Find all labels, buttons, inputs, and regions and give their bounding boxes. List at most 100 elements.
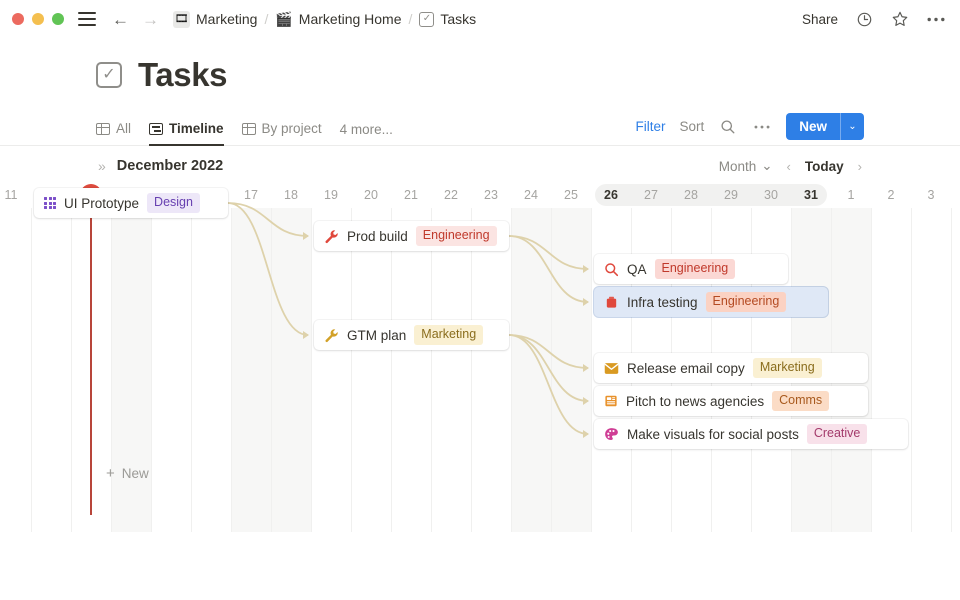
more-options-icon[interactable] (926, 9, 946, 29)
task-tag[interactable]: Engineering (654, 259, 736, 279)
task-card-title: GTM plan (347, 327, 407, 343)
new-button[interactable]: New ⌄ (786, 113, 864, 140)
collapse-chevron-icon[interactable]: » (98, 158, 106, 174)
task-tag[interactable]: Engineering (705, 292, 787, 312)
breadcrumb-label-tasks: Tasks (440, 11, 477, 27)
breadcrumb-item-tasks[interactable]: ✓ Tasks (419, 11, 476, 27)
column-divider (31, 208, 32, 532)
forward-arrow-icon[interactable]: → (142, 9, 159, 29)
search-icon[interactable] (718, 117, 738, 137)
timeline-today-button[interactable]: Today (804, 158, 844, 174)
breadcrumb-item-marketing-home[interactable]: 🎬 Marketing Home (275, 11, 401, 27)
close-window-button[interactable] (12, 13, 24, 25)
column-divider (471, 208, 472, 532)
breadcrumb-label-marketing-home: Marketing Home (298, 11, 402, 27)
timeline-scale-selector[interactable]: Month ⌄ (719, 158, 773, 174)
column-divider (391, 208, 392, 532)
column-divider (551, 208, 552, 532)
sidebar-toggle-icon[interactable] (78, 12, 96, 26)
maximize-window-button[interactable] (52, 13, 64, 25)
day-axis-tick[interactable]: 20 (364, 188, 378, 202)
day-axis-tick[interactable]: 24 (524, 188, 538, 202)
timeline-header: » December 2022 Month ⌄ ‹ Today › (0, 150, 960, 182)
timeline-icon (149, 122, 164, 135)
column-divider (111, 208, 112, 532)
task-card-gtm-plan[interactable]: GTM plan Marketing (314, 320, 509, 350)
column-divider (231, 208, 232, 532)
task-tag[interactable]: Engineering (415, 226, 497, 246)
breadcrumb-separator: / (408, 11, 413, 27)
chevron-down-icon: ⌄ (761, 158, 773, 173)
timeline-grid[interactable]: 1112131415161718192021222324252627282930… (0, 184, 960, 532)
chevron-down-icon[interactable]: ⌄ (840, 113, 864, 140)
day-axis-tick[interactable]: 30 (764, 188, 778, 202)
day-axis-tick[interactable]: 28 (684, 188, 698, 202)
task-tag[interactable]: Design (147, 193, 200, 213)
task-tag[interactable]: Comms (772, 391, 830, 411)
favorite-star-icon[interactable] (890, 9, 910, 29)
breadcrumb-item-marketing[interactable]: 🎞 Marketing (173, 10, 258, 28)
view-more-options-icon[interactable] (752, 117, 772, 137)
task-card-prod-build[interactable]: Prod build Engineering (314, 221, 509, 251)
day-axis-tick[interactable]: 1 (847, 188, 855, 202)
day-axis-tick[interactable]: 17 (244, 188, 258, 202)
day-axis-tick[interactable]: 11 (4, 188, 18, 202)
column-divider (871, 208, 872, 532)
tab-by-project[interactable]: By project (241, 121, 322, 146)
plus-icon: + (106, 465, 115, 482)
day-axis-tick[interactable]: 19 (324, 188, 338, 202)
wrench-icon (324, 229, 339, 244)
day-range-pill (595, 184, 827, 206)
timeline-controls: Month ⌄ ‹ Today › (719, 158, 864, 174)
day-axis-tick[interactable]: 31 (804, 188, 818, 202)
magnifier-icon (604, 262, 619, 277)
share-button[interactable]: Share (801, 11, 838, 27)
task-tag[interactable]: Marketing (752, 358, 822, 378)
day-axis-tick[interactable]: 18 (284, 188, 298, 202)
task-card-pitch-news-agencies[interactable]: Pitch to news agencies Comms (594, 386, 868, 416)
task-card-title: Pitch to news agencies (626, 393, 765, 409)
history-icon[interactable] (854, 9, 874, 29)
navigation-arrows: ← → (112, 11, 159, 28)
back-arrow-icon[interactable]: ← (112, 9, 129, 29)
timeline-month-label: December 2022 (116, 158, 224, 174)
timeline-next-button[interactable]: › (857, 158, 862, 174)
task-card-qa[interactable]: QA Engineering (594, 254, 788, 284)
task-tag[interactable]: Marketing (414, 325, 484, 345)
film-frames-icon: 🎞 (173, 10, 190, 28)
sort-button[interactable]: Sort (679, 119, 705, 134)
tab-more-views[interactable]: 4 more... (339, 122, 393, 137)
column-divider (511, 208, 512, 532)
timeline-new-row-button[interactable]: + New (106, 466, 149, 481)
column-divider (271, 208, 272, 532)
day-axis-tick[interactable]: 23 (484, 188, 498, 202)
column-divider (591, 208, 592, 532)
day-axis-tick[interactable]: 3 (927, 188, 935, 202)
day-axis-tick[interactable]: 25 (564, 188, 578, 202)
day-axis-tick[interactable]: 26 (604, 188, 618, 202)
timeline-new-row-label: New (121, 466, 149, 481)
task-card-release-email-copy[interactable]: Release email copy Marketing (594, 353, 868, 383)
day-axis-tick[interactable]: 29 (724, 188, 738, 202)
day-axis-tick[interactable]: 21 (404, 188, 418, 202)
day-axis-tick[interactable]: 2 (887, 188, 895, 202)
task-tag[interactable]: Creative (806, 424, 868, 444)
new-button-label: New (799, 119, 827, 134)
task-card-title: QA (627, 261, 647, 277)
column-divider (191, 208, 192, 532)
page-title-row: ✓ Tasks (96, 56, 960, 94)
page-checkbox-icon: ✓ (96, 62, 122, 88)
day-axis-tick[interactable]: 22 (444, 188, 458, 202)
filter-button[interactable]: Filter (635, 119, 666, 134)
task-card-infra-testing[interactable]: Infra testing Engineering (594, 287, 828, 317)
minimize-window-button[interactable] (32, 13, 44, 25)
day-axis-tick[interactable]: 27 (644, 188, 658, 202)
tab-timeline[interactable]: Timeline (149, 121, 224, 146)
tab-all[interactable]: All (96, 121, 131, 146)
tab-label-all: All (116, 121, 132, 136)
timeline-prev-button[interactable]: ‹ (786, 158, 791, 174)
task-card-make-visuals[interactable]: Make visuals for social posts Creative (594, 419, 908, 449)
view-tab-bar: All Timeline By project 4 more... Filter… (0, 111, 960, 146)
breadcrumb-label-marketing: Marketing (196, 11, 258, 27)
task-card-ui-prototype[interactable]: UI Prototype Design (34, 188, 228, 218)
